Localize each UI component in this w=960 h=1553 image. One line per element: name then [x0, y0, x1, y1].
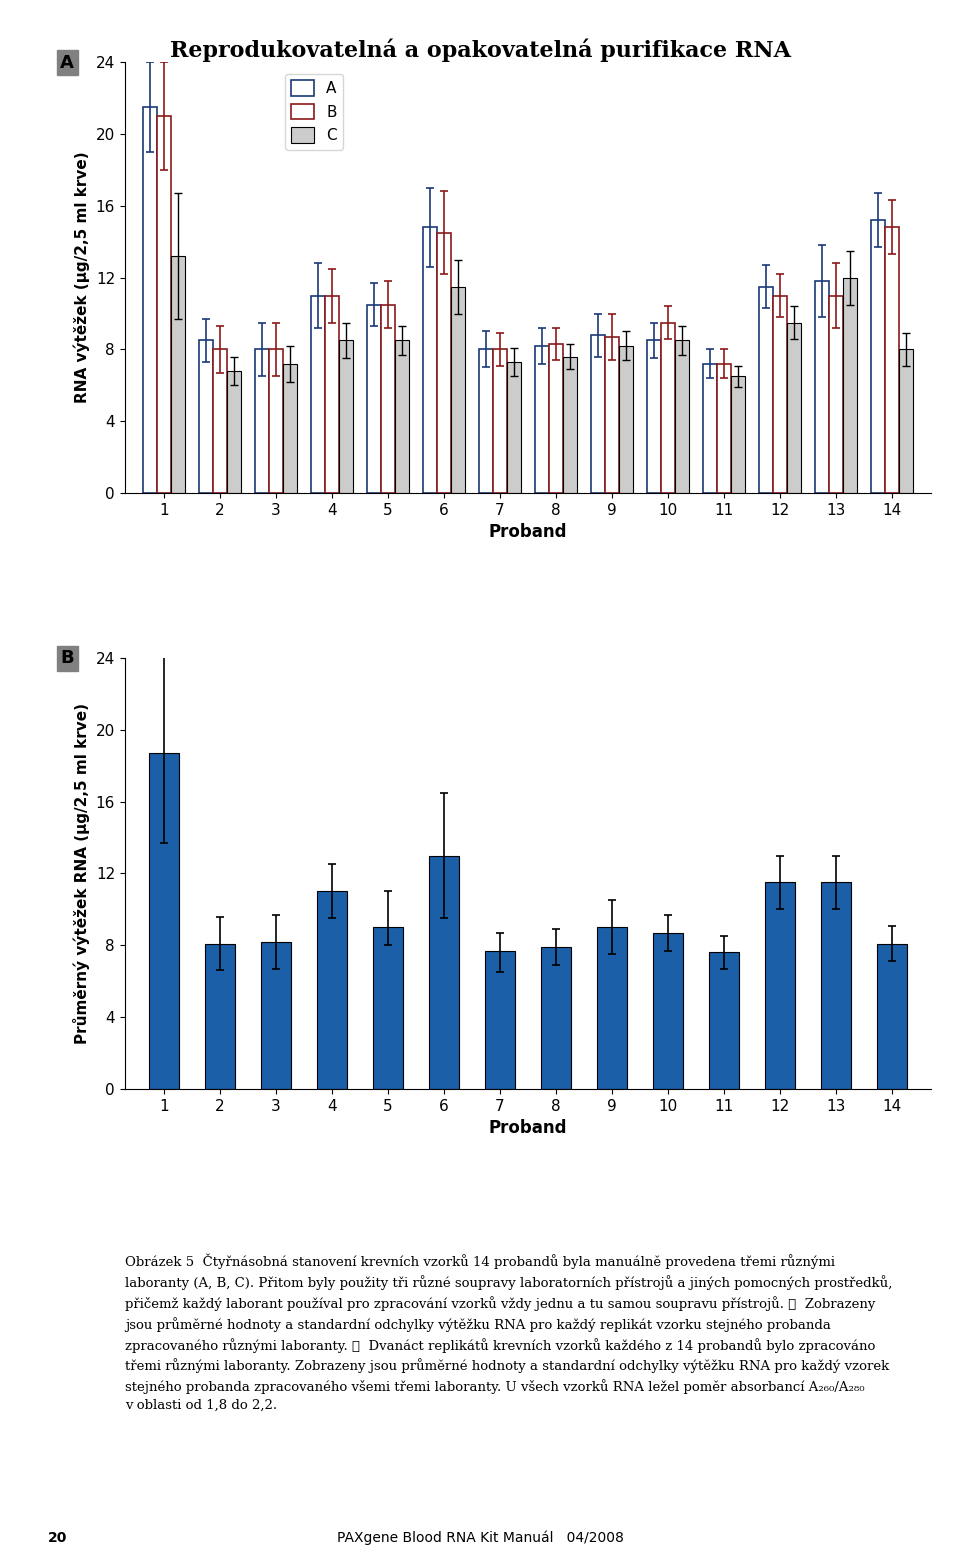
Legend: A, B, C: A, B, C [285, 75, 343, 149]
Bar [493, 349, 507, 494]
Text: Obrázek 5  Čtyřnásobná stanovení krevních vzorků 14 probandů byla manuálně prove: Obrázek 5 Čtyřnásobná stanovení krevních… [125, 1253, 892, 1412]
Text: Reprodukovatelná a opakovatelná purifikace RNA: Reprodukovatelná a opakovatelná purifika… [170, 39, 790, 62]
Bar [821, 882, 852, 1089]
Bar [731, 376, 745, 494]
Bar [269, 349, 283, 494]
Bar [204, 944, 235, 1089]
Bar [535, 346, 549, 494]
Bar [759, 287, 773, 494]
Bar [787, 323, 801, 494]
Bar [143, 107, 157, 494]
Text: A: A [60, 53, 74, 71]
X-axis label: Proband: Proband [489, 1120, 567, 1137]
Bar [764, 882, 796, 1089]
Bar [372, 927, 403, 1089]
Bar [899, 349, 913, 494]
Bar [773, 295, 787, 494]
Bar [227, 371, 241, 494]
X-axis label: Proband: Proband [489, 523, 567, 542]
Bar [815, 281, 829, 494]
Bar [255, 349, 269, 494]
Bar [885, 227, 899, 494]
Bar [479, 349, 493, 494]
Bar [451, 287, 465, 494]
Bar [591, 335, 605, 494]
Bar [563, 357, 577, 494]
Bar [171, 256, 185, 494]
Bar [596, 927, 628, 1089]
Bar [428, 856, 460, 1089]
Bar [876, 944, 907, 1089]
Bar [703, 363, 717, 494]
Bar [317, 891, 348, 1089]
Bar [619, 346, 633, 494]
Bar [675, 340, 689, 494]
Bar [507, 362, 521, 494]
Bar [339, 340, 353, 494]
Bar [213, 349, 227, 494]
Y-axis label: Průměrný výtěžek RNA (μg/2,5 ml krve): Průměrný výtěžek RNA (μg/2,5 ml krve) [73, 704, 90, 1044]
Bar [829, 295, 843, 494]
Bar [381, 304, 395, 494]
Bar [367, 304, 381, 494]
Text: 20: 20 [48, 1531, 67, 1545]
Bar [325, 295, 339, 494]
Bar [871, 221, 885, 494]
Bar [647, 340, 661, 494]
Bar [423, 227, 437, 494]
Bar [311, 295, 325, 494]
Bar [549, 345, 563, 494]
Bar [437, 233, 451, 494]
Text: PAXgene Blood RNA Kit Manuál   04/2008: PAXgene Blood RNA Kit Manuál 04/2008 [337, 1531, 623, 1545]
Bar [843, 278, 857, 494]
Bar [260, 941, 292, 1089]
Text: B: B [60, 649, 74, 668]
Bar [283, 363, 297, 494]
Bar [605, 337, 619, 494]
Bar [395, 340, 409, 494]
Y-axis label: RNA výtěžek (μg/2,5 ml krve): RNA výtěžek (μg/2,5 ml krve) [74, 152, 90, 404]
Bar [717, 363, 731, 494]
Bar [485, 950, 516, 1089]
Bar [708, 952, 739, 1089]
Bar [661, 323, 675, 494]
Bar [149, 753, 180, 1089]
Bar [653, 933, 684, 1089]
Bar [157, 116, 171, 494]
Bar [540, 947, 571, 1089]
Bar [199, 340, 213, 494]
